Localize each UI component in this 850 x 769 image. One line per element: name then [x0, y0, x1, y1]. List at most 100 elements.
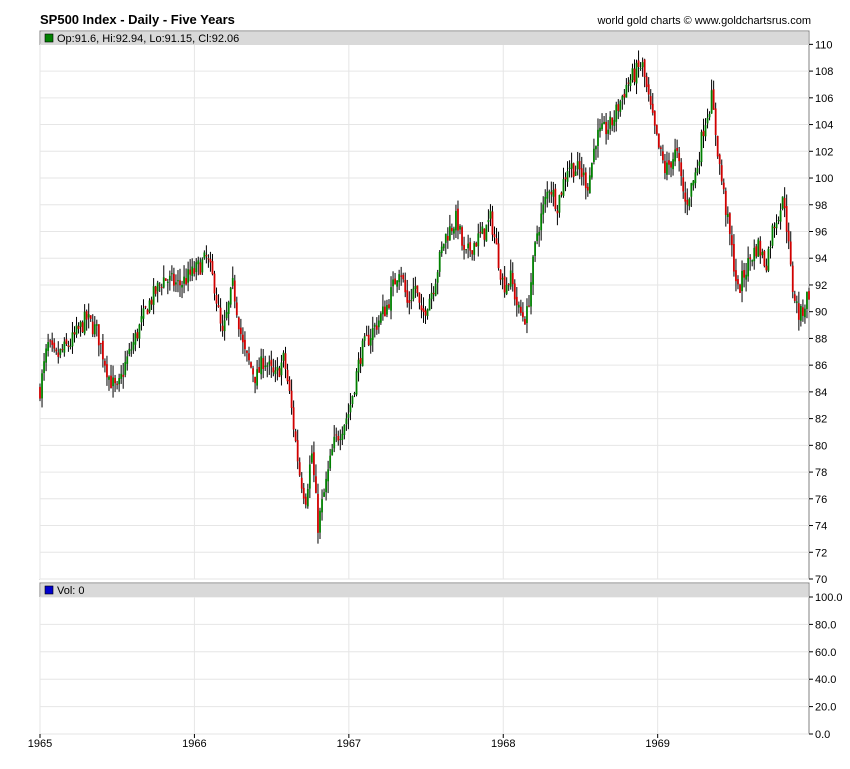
- candle-body: [91, 321, 94, 335]
- price-tick-label: 96: [815, 226, 827, 238]
- price-panel: [39, 30, 810, 580]
- candle-body: [408, 300, 411, 304]
- candle-body: [666, 162, 668, 175]
- candle-body: [116, 383, 119, 385]
- candle-body: [710, 90, 713, 114]
- candle-body: [252, 368, 254, 375]
- candle-body: [175, 282, 177, 285]
- candle-body: [300, 477, 303, 489]
- candle-body: [724, 190, 727, 215]
- candle-body: [339, 438, 342, 441]
- price-tick-label: 80: [815, 440, 827, 452]
- candle-body: [517, 304, 520, 308]
- candle-body: [641, 62, 644, 68]
- candle-body: [211, 261, 214, 275]
- candle-body: [605, 121, 607, 135]
- candle-body: [507, 284, 510, 286]
- candle-body: [737, 279, 739, 285]
- candle-body: [120, 373, 123, 379]
- candle-body: [221, 325, 224, 331]
- candle-body: [112, 377, 114, 387]
- candle-body: [150, 299, 153, 305]
- candle-body: [355, 371, 358, 395]
- candle-body: [77, 326, 80, 329]
- candle-body: [481, 226, 484, 234]
- candle-body: [611, 117, 614, 126]
- price-tick-label: 94: [815, 253, 827, 265]
- candle-body: [505, 284, 508, 294]
- candle-body: [485, 224, 488, 242]
- candle-body: [49, 340, 52, 342]
- candle-body: [613, 119, 616, 126]
- candle-body: [51, 340, 54, 345]
- candle-body: [680, 162, 683, 177]
- candle-body: [676, 147, 679, 152]
- x-tick-label: 1969: [645, 738, 669, 750]
- candle-body: [627, 82, 630, 84]
- candle-body: [767, 248, 770, 271]
- candle-body: [323, 492, 325, 497]
- candle-body: [101, 340, 104, 360]
- volume-legend-text: Vol: 0: [57, 585, 85, 597]
- candle-body: [477, 233, 480, 247]
- candle-body: [262, 358, 265, 370]
- candle-body: [759, 240, 762, 256]
- price-legend-bar: [41, 32, 808, 45]
- candle-body: [619, 101, 622, 112]
- candle-body: [154, 286, 157, 294]
- candle-body: [785, 206, 788, 232]
- candle-body: [708, 114, 711, 118]
- candle-body: [789, 241, 792, 265]
- candle-body: [450, 228, 453, 232]
- candle-body: [436, 272, 439, 283]
- candle-body: [739, 284, 741, 293]
- candle-body: [528, 305, 530, 307]
- candle-body: [53, 342, 56, 349]
- candle-body: [755, 246, 758, 257]
- candle-body: [173, 273, 175, 286]
- candle-body: [199, 262, 202, 275]
- candle-body: [753, 247, 756, 262]
- candle-body: [43, 361, 45, 374]
- candle-body: [87, 314, 90, 318]
- candle-body: [779, 210, 782, 222]
- candle-body: [623, 93, 626, 98]
- candle-body: [475, 242, 478, 247]
- candle-body: [341, 433, 344, 440]
- x-tick-label: 1968: [491, 738, 515, 750]
- candle-body: [440, 246, 443, 254]
- price-tick-label: 100: [815, 173, 833, 185]
- candle-body: [765, 265, 768, 271]
- x-tick-label: 1967: [337, 738, 361, 750]
- candle-body: [110, 375, 112, 389]
- candle-body: [570, 163, 573, 169]
- candle-body: [136, 332, 139, 339]
- candle-body: [424, 310, 427, 316]
- candle-body: [47, 342, 50, 351]
- volume-tick-label: 80.0: [815, 619, 836, 631]
- candle-body: [726, 213, 729, 218]
- price-tick-label: 90: [815, 307, 827, 319]
- candle-body: [284, 353, 287, 370]
- candle-body: [164, 278, 167, 281]
- candle-body: [422, 308, 425, 312]
- candle-body: [95, 324, 98, 326]
- candle-body: [615, 104, 618, 122]
- candle-body: [235, 302, 238, 316]
- candle-body: [168, 275, 171, 281]
- candle-body: [540, 213, 543, 231]
- candle-body: [191, 266, 194, 276]
- candle-body: [418, 292, 421, 303]
- candle-body: [674, 149, 676, 162]
- candle-body: [104, 360, 106, 366]
- candle-body: [177, 280, 179, 282]
- candle-body: [757, 239, 760, 257]
- candle-body: [791, 265, 794, 293]
- volume-panel: [39, 582, 810, 735]
- candle-body: [237, 317, 240, 330]
- candle-body: [373, 324, 376, 327]
- candle-body: [560, 192, 563, 195]
- price-tick-label: 110: [815, 39, 833, 51]
- candle-body: [369, 338, 372, 346]
